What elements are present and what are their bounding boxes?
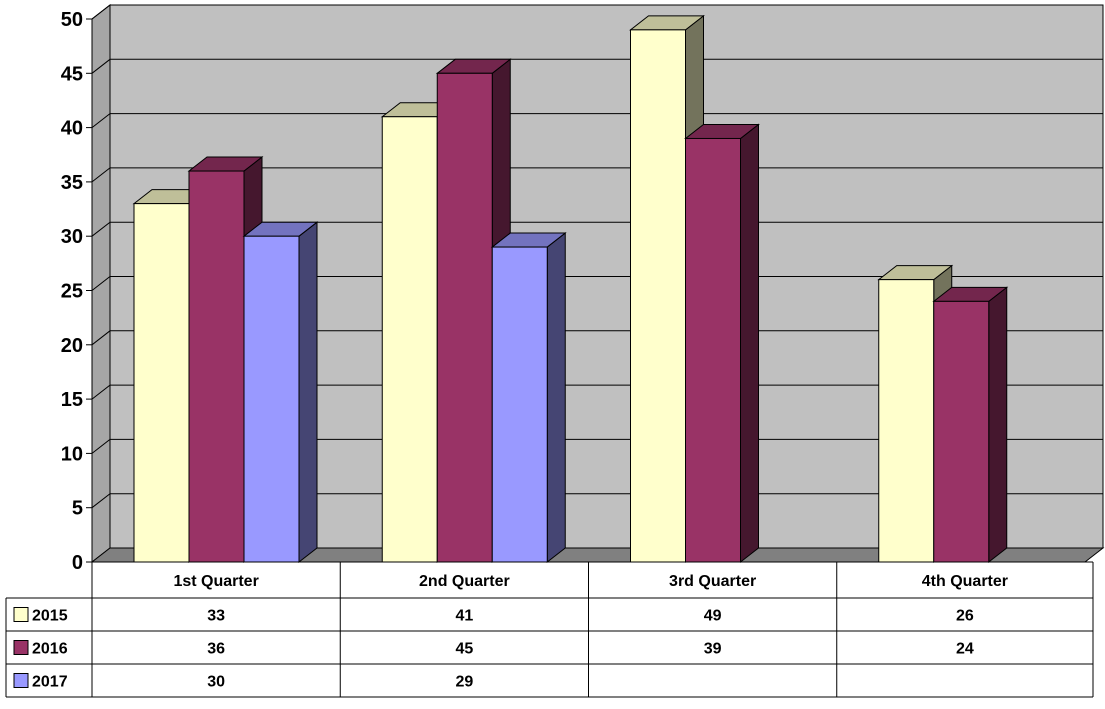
bar-front xyxy=(381,116,438,563)
bar-front xyxy=(491,246,548,563)
data-cell: 41 xyxy=(455,608,473,625)
gridline xyxy=(91,4,1103,20)
gridline xyxy=(91,330,1103,346)
data-cell: 36 xyxy=(207,641,225,658)
bar-front xyxy=(133,203,190,563)
data-cell: 30 xyxy=(207,674,225,691)
y-tick-label: 40 xyxy=(61,118,83,140)
bar-side xyxy=(298,221,318,564)
y-tick-label: 20 xyxy=(61,335,83,357)
legend-key-2015 xyxy=(13,607,29,622)
category-label-3: 3rd Quarter xyxy=(669,573,756,590)
data-cell: 49 xyxy=(704,608,722,625)
y-tick-label: 30 xyxy=(61,226,83,248)
y-tick-label: 45 xyxy=(61,63,83,85)
gridline xyxy=(91,221,1103,237)
category-label-1: 1st Quarter xyxy=(173,573,258,590)
y-tick-label: 50 xyxy=(61,9,83,31)
gridlines xyxy=(91,4,1103,509)
bar-2016-4th-quarter xyxy=(932,286,1009,564)
data-cell: 24 xyxy=(956,641,974,658)
y-tick-label: 15 xyxy=(61,389,83,411)
gridline xyxy=(91,276,1103,291)
bars xyxy=(132,14,1009,564)
legend-label-2016: 2016 xyxy=(32,641,68,658)
bar-front xyxy=(436,72,493,563)
y-tick-label: 5 xyxy=(72,498,83,520)
y-tick-label: 25 xyxy=(61,281,83,303)
gridline xyxy=(91,384,1103,400)
bar-2017-2nd-quarter xyxy=(490,232,567,564)
data-cell: 39 xyxy=(704,641,722,658)
gridline xyxy=(91,493,1103,509)
legend-key-2016 xyxy=(13,640,29,655)
data-cell: 33 xyxy=(207,608,225,625)
bar-front xyxy=(630,29,686,563)
bar-front xyxy=(933,300,990,563)
legend-key-2017 xyxy=(13,673,29,688)
bar-front xyxy=(188,170,245,563)
gridline xyxy=(91,58,1103,74)
bar-side xyxy=(546,232,566,564)
y-tick-label: 35 xyxy=(61,172,83,194)
legend-label-2015: 2015 xyxy=(32,608,68,625)
category-label-4: 4th Quarter xyxy=(922,573,1008,590)
bar-2016-3rd-quarter xyxy=(684,123,760,564)
gridline xyxy=(91,113,1103,128)
data-cell: 26 xyxy=(956,608,974,625)
legend-label-2017: 2017 xyxy=(32,674,68,691)
gridline xyxy=(91,438,1103,454)
bar-side xyxy=(740,123,759,564)
category-label-2: 2nd Quarter xyxy=(419,573,510,590)
bar-front xyxy=(243,235,300,563)
y-tick-label: 0 xyxy=(72,552,83,574)
data-table: 1st Quarter 2nd Quarter 3rd Quarter 4th Qua… xyxy=(5,561,1094,698)
bar-2017-1st-quarter xyxy=(242,221,319,564)
data-cell: 45 xyxy=(455,641,473,658)
y-tick-label: 10 xyxy=(61,443,83,465)
bar-front xyxy=(685,137,741,563)
gridline xyxy=(91,167,1103,183)
y-axis: 0 5 10 15 20 25 30 35 40 45 50 xyxy=(61,9,93,574)
data-cell: 29 xyxy=(455,674,473,691)
bar-front xyxy=(878,279,935,563)
bar-side xyxy=(988,286,1008,564)
